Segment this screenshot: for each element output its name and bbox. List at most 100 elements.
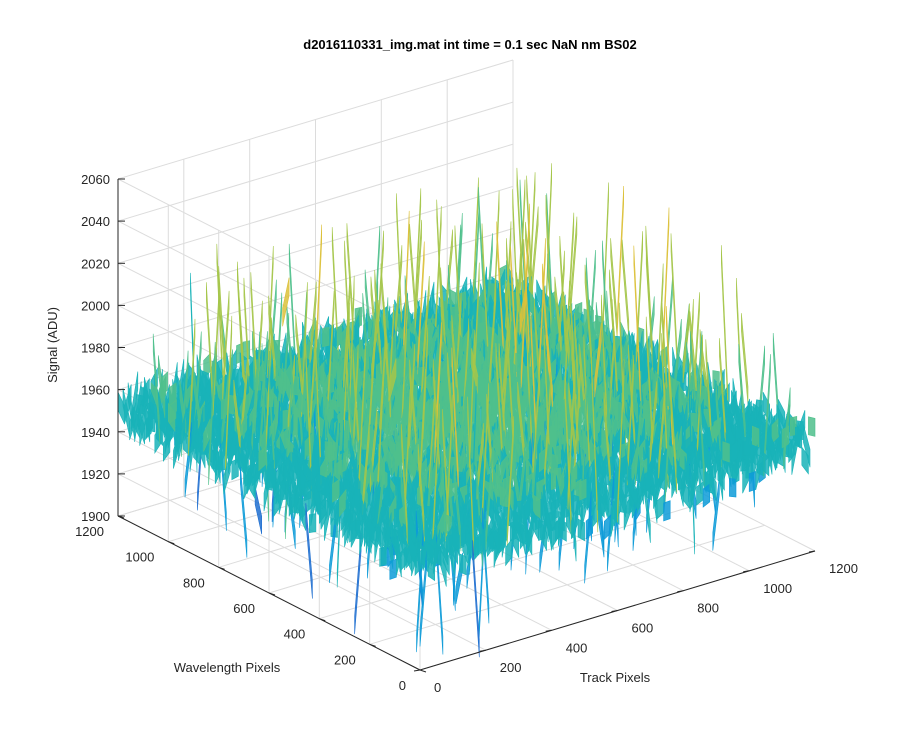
surface-facet	[457, 420, 465, 455]
z-tick-label: 2040	[81, 214, 110, 229]
y-tick	[117, 515, 125, 519]
surface-facet	[218, 434, 226, 471]
x-tick-label: 1200	[829, 561, 858, 576]
surface-facet	[761, 451, 770, 477]
surface-facet	[308, 513, 317, 534]
x-tick	[743, 570, 750, 573]
surface-facet	[188, 318, 196, 456]
surface-facet	[168, 402, 176, 433]
z-tick-label: 1940	[81, 425, 110, 440]
x-tick	[611, 610, 618, 612]
surface-facet	[305, 503, 313, 599]
surface-facet	[282, 277, 290, 327]
surface-facet	[650, 461, 658, 524]
surface-facet	[505, 537, 513, 567]
surface-facet	[771, 417, 779, 444]
x-tick-label: 600	[632, 621, 654, 636]
surface-facet	[634, 392, 643, 486]
surface-facet	[303, 479, 312, 502]
surface-facet	[743, 436, 752, 456]
surface-facet	[616, 185, 625, 335]
y-tick	[419, 669, 427, 673]
surface-facet	[808, 416, 816, 437]
surface-facet	[781, 425, 790, 449]
surface-facet	[557, 496, 566, 547]
surface-facet	[735, 437, 743, 482]
surface-facet	[147, 412, 156, 433]
z-tick-label: 2020	[81, 256, 110, 271]
y-tick-label: 600	[233, 601, 255, 616]
surface-facet	[298, 496, 307, 531]
surface	[117, 163, 816, 658]
surface-facet	[722, 441, 730, 463]
surface-facet	[658, 382, 666, 479]
surface-facet	[712, 476, 720, 551]
surface-facet	[374, 507, 382, 563]
surface-facet	[492, 515, 500, 555]
surface-facet	[748, 470, 757, 493]
surface-facet	[137, 407, 145, 445]
surface-facet	[324, 489, 332, 541]
surface-facet	[459, 553, 467, 576]
surface-facet	[643, 471, 651, 543]
y-tick-label: 800	[183, 575, 205, 590]
surface-facet	[485, 447, 493, 550]
surface-facet	[590, 349, 599, 533]
surface-facet	[538, 520, 546, 541]
surface-facet	[222, 290, 230, 400]
gridline-y	[369, 524, 765, 645]
surface-facet	[594, 322, 602, 398]
surface-facet	[478, 515, 487, 562]
y-tick	[168, 541, 175, 545]
surface-facet	[472, 540, 480, 658]
surface-facet	[389, 358, 397, 401]
surface-facet	[763, 354, 771, 478]
surface-facet	[751, 425, 760, 448]
surface-facet	[454, 466, 462, 552]
surface-facet	[240, 465, 248, 558]
surface-facet	[729, 478, 737, 498]
surface-facet	[354, 533, 362, 635]
surface-facet	[511, 524, 520, 558]
x-tick	[545, 629, 552, 632]
surface-facet	[702, 483, 711, 508]
z-tick-label: 2000	[81, 298, 110, 313]
x-tick	[479, 649, 486, 652]
x-tick-label: 200	[500, 660, 522, 675]
surface-facet	[715, 443, 724, 501]
y-tick	[319, 618, 326, 622]
axes: 1900192019401960198020002020204020600200…	[75, 172, 858, 695]
surface-facet	[158, 355, 166, 419]
surface-facet	[293, 471, 302, 520]
surface-facet	[577, 518, 585, 542]
surface-facet	[268, 295, 276, 382]
surface-facet	[518, 506, 526, 555]
z-axis-label: Signal (ADU)	[45, 307, 60, 383]
y-tick	[268, 592, 276, 596]
y-tick-label: 400	[284, 627, 306, 642]
z-tick-label: 1980	[81, 341, 110, 356]
z-tick-label: 1900	[81, 509, 110, 524]
surface-facet	[696, 481, 704, 506]
y-tick	[369, 643, 376, 647]
z-tick-label: 2060	[81, 172, 110, 187]
surface-facet	[152, 333, 161, 444]
x-tick	[808, 550, 816, 553]
surface-facet	[663, 500, 671, 522]
surface-facet	[440, 532, 449, 566]
surface-facet	[198, 431, 206, 469]
surface-facet	[669, 377, 678, 493]
surface-facet	[258, 445, 266, 472]
x-tick	[413, 669, 421, 672]
surface-facet	[178, 413, 186, 461]
surface-facet	[439, 544, 447, 587]
surface-facet	[788, 434, 796, 464]
surface-facet	[417, 443, 425, 542]
x-tick-label: 0	[434, 680, 441, 695]
surface-facet	[709, 470, 717, 502]
y-tick-label: 1000	[125, 550, 154, 565]
surface-facet	[208, 341, 216, 486]
surface-facet	[610, 238, 618, 339]
chart-title: d2016110331_img.mat int time = 0.1 sec N…	[303, 37, 636, 52]
surface-facet	[676, 458, 684, 507]
